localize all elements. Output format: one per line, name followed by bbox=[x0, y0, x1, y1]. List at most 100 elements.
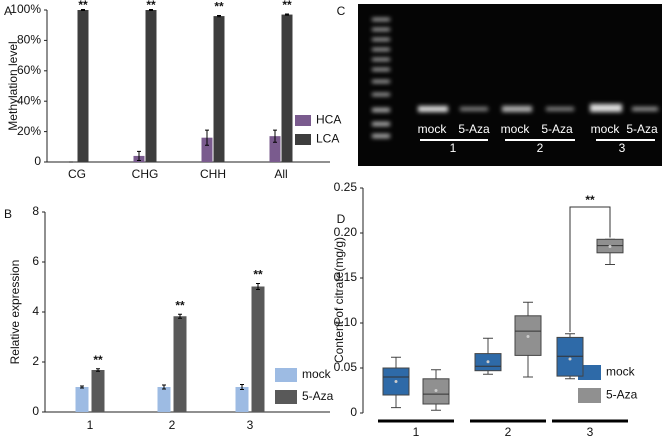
significance: ** bbox=[175, 298, 185, 312]
error-bar bbox=[178, 313, 182, 319]
x-tick-label: CHH bbox=[200, 167, 226, 181]
legend-swatch bbox=[295, 115, 311, 126]
bar bbox=[77, 10, 89, 162]
x-tick-label: 2 bbox=[505, 425, 512, 438]
y-tick-label: 80% bbox=[17, 33, 41, 47]
lane-label: 5-Aza bbox=[458, 122, 490, 136]
significance: ** bbox=[585, 193, 595, 207]
x-tick-label: 3 bbox=[587, 425, 594, 438]
legend-label: LCA bbox=[316, 132, 339, 146]
lane-label: mock bbox=[418, 122, 448, 136]
whisker bbox=[523, 301, 533, 316]
whisker bbox=[391, 356, 401, 368]
mean bbox=[394, 380, 398, 383]
whisker bbox=[523, 355, 533, 378]
bar bbox=[75, 387, 89, 412]
y-tick-label: 0 bbox=[34, 154, 41, 168]
y-tick-label: 4 bbox=[32, 304, 39, 318]
y-axis-label: Relative expression bbox=[8, 260, 22, 365]
lane-label: 5-Aza bbox=[541, 122, 573, 136]
legend-label: mock bbox=[302, 367, 332, 381]
error-bar bbox=[137, 150, 141, 161]
y-tick-label: 2 bbox=[32, 354, 39, 368]
y-tick-label: 0.20 bbox=[334, 225, 358, 239]
y-tick-label: 0.15 bbox=[334, 270, 358, 284]
gel-bands bbox=[418, 104, 658, 112]
x-tick-label: CG bbox=[68, 167, 86, 181]
mean bbox=[434, 389, 438, 392]
lane-label: mock bbox=[501, 122, 531, 136]
mean bbox=[526, 335, 530, 338]
y-tick-label: 20% bbox=[17, 124, 41, 138]
y-tick-label: 0.05 bbox=[334, 360, 358, 374]
whisker bbox=[431, 404, 441, 411]
error-bar bbox=[285, 13, 289, 16]
bar bbox=[213, 16, 225, 162]
whisker bbox=[483, 370, 493, 375]
panel-letter: A bbox=[4, 4, 12, 18]
legend-label: 5-Aza bbox=[302, 389, 334, 403]
whisker bbox=[483, 337, 493, 354]
y-tick-label: 0 bbox=[350, 405, 357, 419]
significance: ** bbox=[282, 0, 292, 12]
error-bar bbox=[256, 283, 260, 290]
x-tick-label: 1 bbox=[413, 425, 420, 438]
panel-letter: C bbox=[337, 4, 346, 18]
legend-swatch bbox=[578, 365, 601, 380]
whisker bbox=[605, 252, 615, 265]
significance-bracket bbox=[569, 206, 611, 332]
y-tick-label: 40% bbox=[17, 93, 41, 107]
legend-label: mock bbox=[606, 365, 636, 379]
error-bar bbox=[162, 384, 166, 390]
bar bbox=[157, 387, 171, 412]
legend-swatch bbox=[295, 134, 311, 145]
significance: ** bbox=[214, 0, 224, 14]
y-tick-label: 6 bbox=[32, 254, 39, 268]
y-tick-label: 0.10 bbox=[334, 315, 358, 329]
bar bbox=[145, 10, 157, 162]
mean bbox=[568, 357, 572, 361]
error-bar bbox=[240, 384, 244, 390]
group-label: 3 bbox=[619, 141, 626, 155]
significance: ** bbox=[78, 0, 88, 12]
legend-swatch bbox=[275, 368, 297, 382]
significance: ** bbox=[146, 0, 156, 12]
x-tick-label: All bbox=[274, 167, 287, 181]
group-label: 1 bbox=[450, 141, 457, 155]
gel-image bbox=[358, 4, 662, 166]
significance: ** bbox=[93, 353, 103, 367]
panel-letter: B bbox=[4, 207, 12, 221]
bar bbox=[251, 286, 265, 412]
y-tick-label: 60% bbox=[17, 63, 41, 77]
whisker bbox=[431, 369, 441, 379]
y-tick-label: 0.25 bbox=[334, 180, 358, 194]
whisker bbox=[565, 333, 575, 338]
lane-label: 5-Aza bbox=[626, 122, 658, 136]
y-tick-label: 0 bbox=[32, 404, 39, 418]
panel-letter: D bbox=[337, 212, 346, 226]
whisker bbox=[391, 395, 401, 409]
legend-swatch bbox=[275, 390, 297, 404]
legend-label: HCA bbox=[316, 113, 341, 127]
y-axis-label: Content of citrate(mg/g) bbox=[332, 237, 346, 363]
x-tick-label: 2 bbox=[169, 418, 176, 432]
y-tick-label: 8 bbox=[32, 204, 39, 218]
bar bbox=[91, 370, 105, 412]
mean bbox=[486, 360, 490, 364]
x-tick-label: CHG bbox=[132, 167, 159, 181]
error-bar bbox=[80, 385, 84, 389]
y-tick-label: 100% bbox=[10, 2, 41, 16]
mean bbox=[608, 245, 612, 248]
gel-ladder bbox=[372, 18, 390, 138]
bar bbox=[235, 387, 249, 412]
error-bar bbox=[273, 129, 277, 143]
error-bar bbox=[205, 129, 209, 146]
error-bar bbox=[81, 9, 85, 11]
bar bbox=[269, 136, 281, 162]
bar bbox=[173, 316, 187, 412]
lane-label: mock bbox=[591, 122, 621, 136]
error-bar bbox=[217, 14, 221, 18]
x-tick-label: 3 bbox=[247, 418, 254, 432]
legend-label: 5-Aza bbox=[606, 388, 638, 402]
